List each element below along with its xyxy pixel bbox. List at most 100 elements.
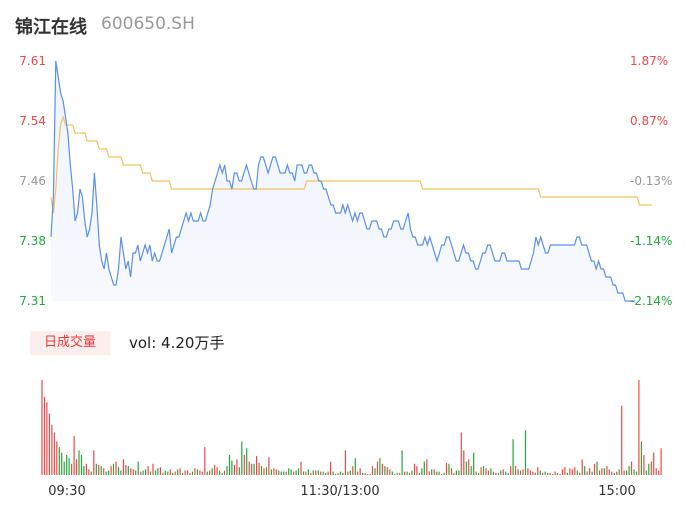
volume-bar bbox=[638, 380, 640, 475]
volume-bar bbox=[122, 459, 124, 475]
volume-bar bbox=[103, 468, 105, 475]
volume-bar bbox=[379, 458, 381, 475]
volume-bar bbox=[344, 450, 346, 475]
volume-bar bbox=[46, 402, 48, 475]
volume-bar bbox=[441, 473, 443, 475]
volume-bar bbox=[130, 468, 132, 475]
price-tick-label: 7.38 bbox=[19, 234, 46, 248]
volume-bar bbox=[354, 458, 356, 475]
volume-bar bbox=[53, 432, 55, 475]
volume-bar bbox=[470, 466, 472, 475]
volume-bar bbox=[219, 470, 221, 475]
y-axis-price-labels: 7.61 7.54 7.46 7.38 7.31 bbox=[19, 54, 46, 308]
volume-bar bbox=[164, 470, 166, 475]
volume-bar bbox=[184, 470, 186, 475]
volume-bar bbox=[112, 463, 115, 475]
volume-bar bbox=[524, 430, 527, 475]
volume-bar bbox=[295, 470, 297, 475]
volume-bar bbox=[51, 424, 53, 475]
volume-bar bbox=[179, 468, 181, 475]
volume-bar bbox=[413, 463, 416, 475]
volume-bar bbox=[48, 413, 50, 475]
volume-bar bbox=[278, 470, 280, 475]
volume-bar bbox=[83, 466, 85, 475]
volume-bar bbox=[88, 469, 90, 475]
volume-bar bbox=[552, 473, 554, 475]
volume-bar bbox=[426, 459, 428, 475]
volume-bar bbox=[660, 448, 662, 475]
volume-bar bbox=[214, 464, 216, 475]
volume-bar bbox=[421, 468, 423, 475]
volume-bar bbox=[78, 450, 80, 475]
volume-bar bbox=[312, 470, 314, 475]
volume-bar bbox=[90, 471, 92, 475]
stock-name: 锦江在线 bbox=[15, 17, 87, 38]
volume-bar bbox=[352, 466, 354, 475]
volume-bar bbox=[376, 461, 379, 475]
volume-bar bbox=[209, 470, 211, 475]
volume-bar bbox=[492, 471, 494, 475]
volume-bar bbox=[455, 470, 457, 475]
volume-bar bbox=[566, 472, 568, 475]
volume-bar bbox=[519, 470, 522, 475]
volume-bar bbox=[371, 466, 374, 475]
volume-bar bbox=[643, 454, 645, 475]
volume-bar bbox=[549, 472, 551, 475]
volume-bar bbox=[571, 469, 573, 475]
volume-bar bbox=[633, 469, 635, 475]
volume-bar bbox=[640, 441, 642, 475]
volume-bar bbox=[584, 466, 586, 475]
price-tick-label: 7.54 bbox=[19, 114, 46, 128]
volume-bar bbox=[231, 460, 233, 475]
volume-bar bbox=[512, 439, 514, 475]
volume-bar bbox=[404, 471, 406, 475]
volume-bar bbox=[58, 447, 60, 475]
volume-bar bbox=[547, 472, 549, 475]
volume-bar bbox=[613, 472, 615, 475]
volume-bar bbox=[275, 469, 277, 475]
volume-bar bbox=[206, 471, 208, 475]
volume-bar bbox=[448, 463, 450, 475]
volume-bar bbox=[579, 472, 581, 475]
volume-bar bbox=[645, 470, 647, 475]
volume-bar bbox=[115, 461, 117, 475]
volume-bar bbox=[428, 471, 430, 475]
volume-bar bbox=[211, 468, 213, 475]
volume-bar bbox=[61, 452, 63, 475]
volume-bar bbox=[337, 472, 339, 475]
volume-bar bbox=[145, 469, 147, 475]
pct-tick-label: -2.14% bbox=[630, 294, 672, 308]
avg-price-line bbox=[50, 114, 652, 214]
volume-bar bbox=[100, 466, 102, 475]
volume-bar bbox=[618, 469, 620, 475]
volume-bar bbox=[478, 472, 480, 475]
volume-bar bbox=[616, 471, 618, 475]
volume-bar bbox=[487, 470, 490, 475]
volume-bar bbox=[68, 458, 70, 475]
volume-bar bbox=[408, 472, 411, 475]
volume-bar bbox=[330, 461, 332, 475]
volume-bar bbox=[125, 464, 127, 475]
volume-bar bbox=[394, 473, 396, 475]
volume-bar bbox=[556, 472, 559, 475]
volume-bar bbox=[93, 450, 95, 475]
volume-bar bbox=[177, 469, 179, 475]
volume-bar bbox=[293, 471, 295, 475]
volume-bar bbox=[108, 470, 110, 475]
volume-bar bbox=[458, 470, 460, 475]
volume-bar bbox=[199, 470, 201, 475]
volume-bar bbox=[159, 467, 161, 475]
volume-bar bbox=[601, 468, 603, 475]
volume-bar bbox=[66, 454, 68, 475]
volume-value: vol: 4.20万手 bbox=[129, 334, 225, 352]
volume-bar bbox=[542, 472, 544, 475]
price-tick-label: 7.61 bbox=[19, 54, 46, 68]
volume-bar bbox=[482, 466, 485, 475]
stock-code: 600650.SH bbox=[101, 14, 195, 34]
volume-bar bbox=[204, 447, 206, 475]
volume-tab[interactable]: 日成交量 bbox=[30, 331, 110, 355]
volume-bar bbox=[465, 461, 467, 475]
volume-bar bbox=[517, 469, 519, 475]
volume-bar bbox=[433, 469, 435, 475]
volume-bar bbox=[621, 405, 623, 475]
